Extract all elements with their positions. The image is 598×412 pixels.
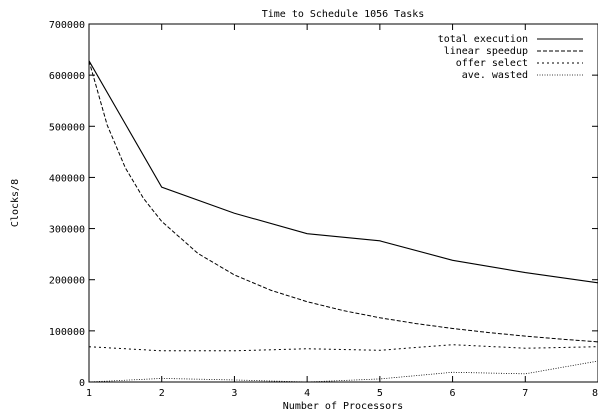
y-tick-label: 200000 — [49, 276, 85, 287]
legend-label: total execution — [438, 34, 528, 45]
x-tick-label: 6 — [450, 388, 456, 399]
x-axis-label: Number of Processors — [283, 401, 403, 412]
legend-label: offer select — [456, 58, 528, 69]
series-lines — [88, 60, 598, 383]
y-tick-label: 400000 — [49, 173, 85, 184]
series-line-total-execution — [88, 60, 598, 284]
series-line-linear-speedup — [88, 60, 598, 343]
x-tick-label: 4 — [304, 388, 310, 399]
y-tick-label: 600000 — [49, 71, 85, 82]
y-tick-label: 100000 — [49, 327, 85, 338]
axes: 1 2 3 4 5 6 7 8 0 100000 200000 300000 400000 500000 6… — [49, 20, 598, 399]
series-line-offer-select — [88, 344, 598, 352]
y-tick-label: 300000 — [49, 225, 85, 236]
x-tick-label: 7 — [522, 388, 528, 399]
series-line-ave-wasted — [88, 360, 598, 383]
y-axis-label: Clocks/8 — [10, 179, 21, 227]
x-tick-label: 1 — [86, 388, 92, 399]
plot-frame — [88, 23, 598, 383]
y-tick-label: 700000 — [49, 20, 85, 31]
y-tick-label: 0 — [79, 378, 85, 389]
x-tick-label: 2 — [159, 388, 165, 399]
legend-label: ave. wasted — [462, 70, 528, 81]
y-tick-label: 500000 — [49, 122, 85, 133]
legend-label: linear speedup — [444, 46, 528, 57]
x-tick-label: 5 — [377, 388, 383, 399]
x-tick-label: 3 — [231, 388, 237, 399]
x-tick-label: 8 — [592, 388, 598, 399]
chart-title: Time to Schedule 1056 Tasks — [262, 9, 425, 20]
